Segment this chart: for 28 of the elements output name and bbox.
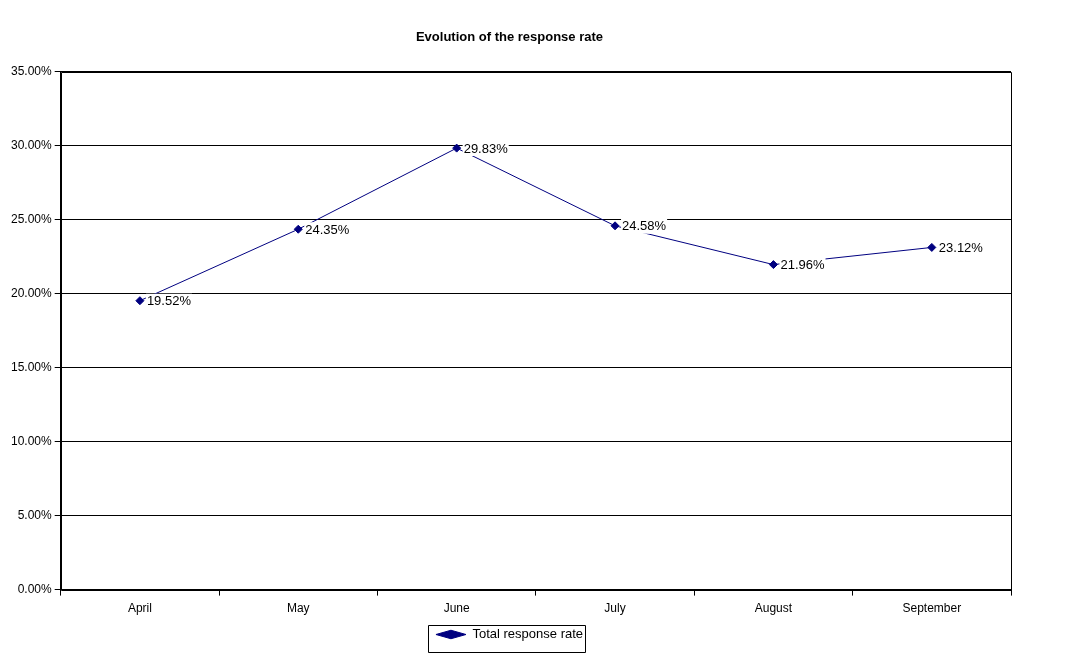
- y-tick-label: 30.00%: [11, 137, 53, 152]
- point: [768, 260, 778, 270]
- data-label: 21.96%: [780, 257, 825, 273]
- data-label: 24.35%: [305, 221, 350, 237]
- y-tick-label: 5.00%: [17, 507, 53, 522]
- x-tick-label: June: [443, 601, 470, 616]
- y-tick-label: 10.00%: [11, 433, 53, 448]
- x-tick-label: August: [754, 601, 793, 616]
- legend-label: Total response rate: [472, 626, 584, 642]
- x-tick-label: September: [902, 601, 962, 616]
- y-tick-label: 0.00%: [17, 581, 53, 596]
- x-tick-label: July: [604, 601, 626, 616]
- y-tick-label: 20.00%: [11, 285, 53, 300]
- y-tick-label: 15.00%: [11, 359, 53, 374]
- point: [452, 143, 462, 153]
- x-tick-label: May: [286, 601, 310, 616]
- data-label: 24.58%: [622, 218, 667, 234]
- data-label: 23.12%: [938, 240, 984, 255]
- point: [135, 296, 145, 306]
- y-tick-label: 35.00%: [11, 63, 53, 78]
- y-tick-label: 25.00%: [11, 211, 53, 226]
- x-tick-label: April: [127, 601, 152, 616]
- point: [293, 224, 303, 234]
- point: [927, 242, 937, 252]
- data-label: 29.83%: [463, 140, 509, 156]
- data-label: 19.52%: [146, 293, 192, 309]
- point: [610, 221, 620, 231]
- chart-title: Evolution of the response rate: [415, 29, 604, 45]
